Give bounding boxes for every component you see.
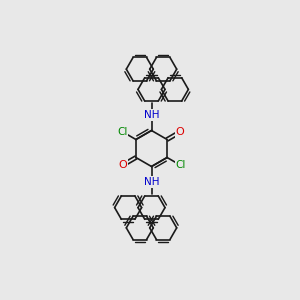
Text: O: O (118, 160, 127, 170)
Text: O: O (176, 127, 184, 137)
Text: NH: NH (144, 177, 159, 187)
Text: NH: NH (144, 110, 159, 120)
Text: Cl: Cl (117, 127, 128, 137)
Text: Cl: Cl (176, 160, 186, 170)
